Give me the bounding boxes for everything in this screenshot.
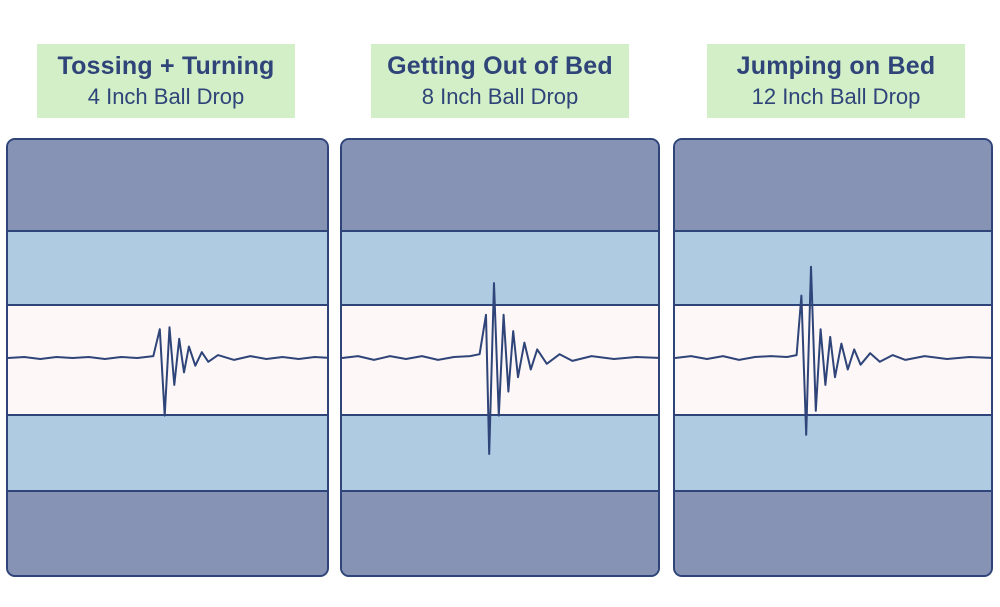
panel-header-jumping: Jumping on Bed 12 Inch Ball Drop (707, 44, 965, 118)
band-lower (675, 414, 991, 490)
wave-series-group (342, 282, 658, 455)
band-lower (342, 414, 658, 490)
wave-series-line (342, 282, 658, 455)
band-lower (8, 414, 327, 490)
band-top (8, 140, 327, 230)
band-top (675, 140, 991, 230)
panel-subtitle: 8 Inch Ball Drop (421, 84, 579, 109)
band-upper (675, 230, 991, 304)
band-bottom (675, 490, 991, 575)
wave-series-line (8, 326, 327, 417)
wave-chart (675, 265, 991, 436)
panel-header-getting-out: Getting Out of Bed 8 Inch Ball Drop (371, 44, 629, 118)
wave-series-group (8, 326, 327, 417)
panel-title: Getting Out of Bed (387, 52, 613, 80)
wave-series-line (675, 265, 991, 436)
wave-chart (8, 326, 327, 417)
panel-subtitle: 4 Inch Ball Drop (87, 84, 245, 109)
wave-series-group (675, 265, 991, 436)
panel-header-tossing: Tossing + Turning 4 Inch Ball Drop (37, 44, 295, 118)
band-top (342, 140, 658, 230)
panel-jumping (673, 138, 993, 577)
panel-getting-out (340, 138, 660, 577)
panel-tossing (6, 138, 329, 577)
wave-chart (342, 282, 658, 455)
panel-subtitle: 12 Inch Ball Drop (751, 84, 921, 109)
band-bottom (8, 490, 327, 575)
band-upper (342, 230, 658, 304)
band-upper (8, 230, 327, 304)
band-bottom (342, 490, 658, 575)
panel-title: Tossing + Turning (57, 52, 275, 80)
panel-title: Jumping on Bed (736, 52, 936, 80)
